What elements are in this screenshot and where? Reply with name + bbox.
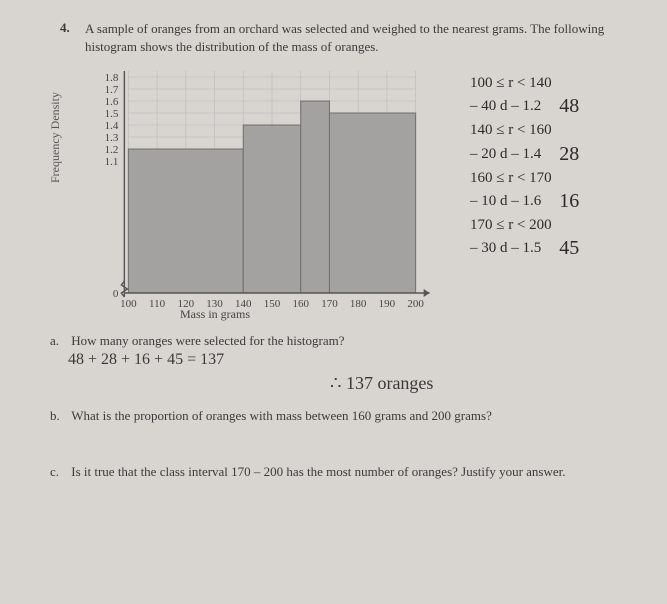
svg-text:1.5: 1.5 [105, 108, 119, 120]
svg-text:1.7: 1.7 [105, 84, 119, 96]
svg-text:1.2: 1.2 [105, 144, 119, 156]
svg-text:1.8: 1.8 [105, 72, 119, 84]
histogram-svg: 1001101201301401501601701801902001.11.21… [80, 63, 440, 323]
svg-text:200: 200 [407, 298, 424, 310]
note-line: – 20 d – 1.4 [470, 146, 541, 162]
x-axis-label: Mass in grams [180, 307, 250, 322]
svg-text:1.1: 1.1 [105, 156, 119, 168]
part-a: a. How many oranges were selected for th… [50, 333, 637, 349]
question-number: 4. [60, 20, 70, 36]
note-line: 100 ≤ r < 140 [470, 75, 552, 91]
svg-text:100: 100 [120, 298, 137, 310]
note-line: – 30 d – 1.5 [470, 240, 541, 256]
part-a-text: How many oranges were selected for the h… [71, 333, 631, 349]
svg-text:1.3: 1.3 [105, 132, 119, 144]
note-line: – 10 d – 1.6 [470, 193, 541, 209]
svg-text:1.4: 1.4 [105, 120, 119, 132]
note-freq: 48 [547, 93, 579, 120]
svg-text:1.6: 1.6 [105, 96, 119, 108]
svg-text:160: 160 [292, 298, 309, 310]
part-a-label: a. [50, 333, 68, 349]
svg-text:190: 190 [379, 298, 396, 310]
histogram-region: Frequency Density 1001101201301401501601… [60, 63, 637, 323]
part-a-answer: ∴ 137 oranges [330, 373, 637, 394]
part-b: b. What is the proportion of oranges wit… [50, 408, 637, 424]
part-b-label: b. [50, 408, 68, 424]
svg-text:0: 0 [113, 288, 119, 300]
svg-text:180: 180 [350, 298, 367, 310]
part-c-text: Is it true that the class interval 170 –… [71, 464, 631, 480]
question-text: A sample of oranges from an orchard was … [85, 20, 637, 55]
note-line: – 40 d – 1.2 [470, 98, 541, 114]
y-axis-label: Frequency Density [48, 92, 63, 183]
note-freq: 45 [547, 235, 579, 262]
part-b-text: What is the proportion of oranges with m… [71, 408, 631, 424]
note-freq: 16 [547, 188, 579, 215]
note-freq: 28 [547, 141, 579, 168]
note-line: 140 ≤ r < 160 [470, 122, 552, 138]
part-a-working: 48 + 28 + 16 + 45 = 137 [68, 351, 637, 369]
part-c: c. Is it true that the class interval 17… [50, 464, 637, 480]
note-line: 170 ≤ r < 200 [470, 217, 552, 233]
svg-text:110: 110 [149, 298, 166, 310]
handwritten-notes: 100 ≤ r < 140 – 40 d – 1.2 48 140 ≤ r < 1… [470, 73, 579, 262]
note-line: 160 ≤ r < 170 [470, 170, 552, 186]
svg-text:150: 150 [264, 298, 281, 310]
part-c-label: c. [50, 464, 68, 480]
svg-text:170: 170 [321, 298, 338, 310]
